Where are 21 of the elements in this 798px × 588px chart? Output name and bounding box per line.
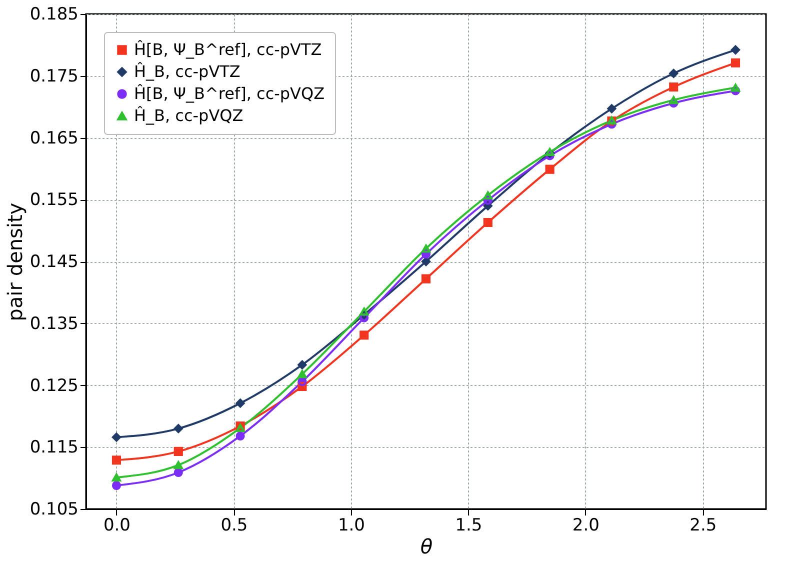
y-tick-label: 0.105 [30, 500, 78, 520]
x-tick-label: 1.0 [338, 516, 365, 536]
x-tick-label: 1.5 [455, 516, 482, 536]
legend-label: Ĥ[B, Ψ_B^ref], cc-pVQZ [134, 84, 325, 103]
legend-label: Ĥ[B, Ψ_B^ref], cc-pVTZ [134, 40, 322, 59]
y-tick-label: 0.125 [30, 376, 78, 396]
y-tick-label: 0.165 [30, 128, 78, 148]
x-tick-label: 2.0 [572, 516, 600, 536]
y-tick-label: 0.175 [30, 66, 78, 86]
y-tick-label: 0.155 [30, 190, 78, 210]
legend-label: Ĥ_B, cc-pVQZ [134, 106, 244, 125]
y-tick-label: 0.145 [30, 252, 78, 272]
y-axis-title: pair density [2, 202, 27, 322]
x-tick-label: 0.0 [103, 516, 131, 536]
y-tick-label: 0.185 [30, 4, 78, 24]
legend-label: Ĥ_B, cc-pVTZ [134, 62, 240, 81]
x-tick-label: 2.5 [690, 516, 717, 536]
y-tick-label: 0.135 [30, 314, 78, 334]
x-tick-label: 0.5 [220, 516, 248, 536]
x-axis-title: θ [420, 534, 433, 558]
y-tick-label: 0.115 [30, 438, 78, 458]
